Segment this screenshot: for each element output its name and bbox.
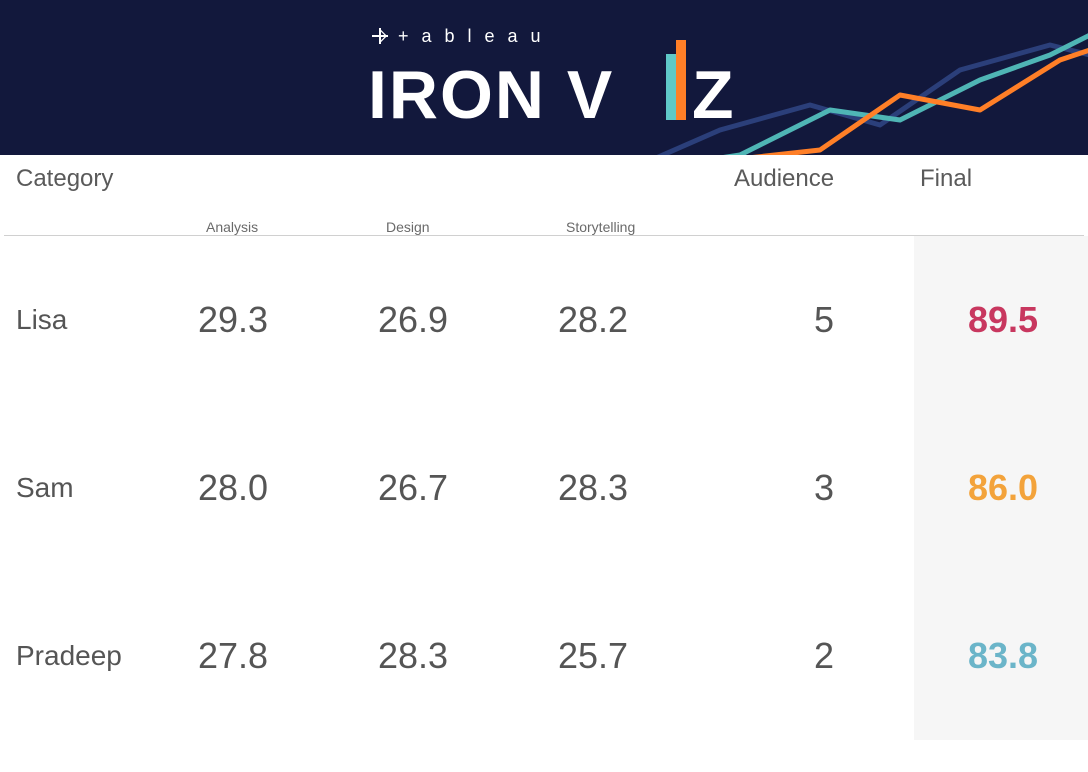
score-design: 26.7	[374, 467, 554, 509]
accent-bar-teal	[666, 54, 676, 120]
subheader-design: Design	[374, 193, 554, 235]
table-row: Sam 28.0 26.7 28.3 3 86.0	[4, 404, 1084, 572]
banner: + a b l e a u IRON V Z	[0, 0, 1088, 155]
score-audience: 5	[734, 299, 914, 341]
score-table: Category . Analysis Design Storytelling …	[0, 155, 1088, 740]
brand-small-text: + a b l e a u	[398, 26, 545, 46]
header-audience: Audience	[734, 165, 914, 193]
score-storytelling: 25.7	[554, 635, 734, 677]
score-design: 28.3	[374, 635, 554, 677]
score-analysis: 28.0	[194, 467, 374, 509]
title-right: Z	[692, 57, 736, 133]
header-category: Category	[4, 165, 194, 193]
title-left: IRON V	[368, 57, 614, 133]
table-row: Lisa 29.3 26.9 28.2 5 89.5	[4, 236, 1084, 404]
score-audience: 3	[734, 467, 914, 509]
subheader-analysis: Analysis	[194, 193, 374, 235]
score-audience: 2	[734, 635, 914, 677]
table-row: Pradeep 27.8 28.3 25.7 2 83.8	[4, 572, 1084, 740]
contestant-name: Pradeep	[4, 640, 194, 672]
score-analysis: 29.3	[194, 299, 374, 341]
accent-bar-orange	[676, 40, 686, 120]
score-storytelling: 28.3	[554, 467, 734, 509]
contestant-name: Lisa	[4, 304, 194, 336]
score-storytelling: 28.2	[554, 299, 734, 341]
score-final: 83.8	[914, 572, 1088, 740]
score-final: 89.5	[914, 236, 1088, 404]
subheader-storytelling: Storytelling	[554, 193, 734, 235]
banner-svg: + a b l e a u IRON V Z	[0, 0, 1088, 155]
score-analysis: 27.8	[194, 635, 374, 677]
header-final: Final	[914, 165, 1088, 193]
score-design: 26.9	[374, 299, 554, 341]
score-final: 86.0	[914, 404, 1088, 572]
contestant-name: Sam	[4, 472, 194, 504]
